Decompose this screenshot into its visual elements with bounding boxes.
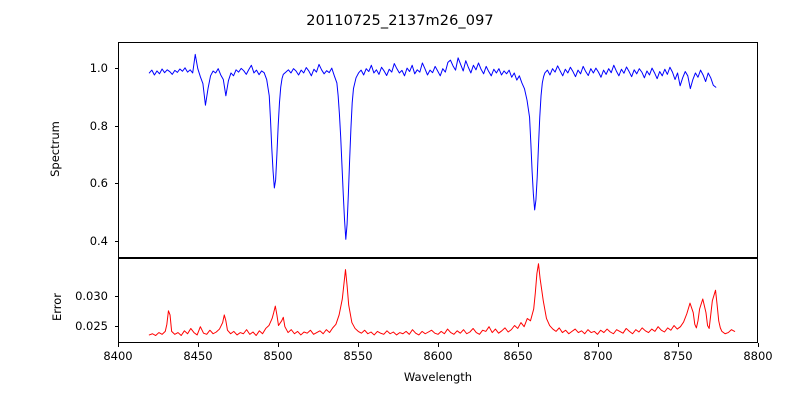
x-tick-label: 8600 bbox=[423, 349, 453, 363]
spectrum-y-tick-label: 1.0 bbox=[89, 60, 108, 75]
error-line bbox=[148, 263, 736, 337]
spectrum-y-axis-label: Spectrum bbox=[48, 121, 62, 177]
error-y-tick-label: 0.030 bbox=[75, 289, 108, 303]
x-tick-mark bbox=[118, 343, 120, 347]
x-tick-mark bbox=[198, 343, 200, 347]
error-y-axis-label: Error bbox=[50, 292, 64, 322]
error-y-tick-mark bbox=[114, 296, 118, 298]
x-tick-mark bbox=[438, 343, 440, 347]
x-tick-label: 8650 bbox=[503, 349, 533, 363]
spectrum-y-tick-label: 0.6 bbox=[89, 176, 108, 191]
error-plot-area bbox=[119, 259, 757, 342]
error-series-svg bbox=[148, 263, 736, 337]
x-tick-mark bbox=[678, 343, 680, 347]
x-tick-label: 8800 bbox=[743, 349, 773, 363]
x-tick-mark bbox=[758, 343, 760, 347]
spectrum-y-tick-mark bbox=[114, 67, 118, 69]
spectrum-y-tick-mark bbox=[114, 183, 118, 185]
spectrum-y-tick-mark bbox=[114, 240, 118, 242]
error-axes bbox=[118, 258, 758, 343]
spectrum-y-tick-label: 0.4 bbox=[89, 233, 108, 248]
x-tick-mark bbox=[598, 343, 600, 347]
spectrum-series-svg bbox=[148, 53, 717, 240]
error-y-tick-mark bbox=[114, 326, 118, 328]
x-tick-label: 8450 bbox=[183, 349, 213, 363]
x-tick-label: 8400 bbox=[103, 349, 133, 363]
spectrum-line bbox=[148, 53, 717, 240]
figure-title: 20110725_2137m26_097 bbox=[306, 13, 494, 29]
x-tick-label: 8500 bbox=[263, 349, 293, 363]
x-tick-mark bbox=[518, 343, 520, 347]
error-y-tick-label: 0.025 bbox=[75, 319, 108, 334]
x-axis-label: Wavelength bbox=[403, 370, 473, 384]
spectrum-plot-area bbox=[119, 43, 757, 257]
x-tick-mark bbox=[278, 343, 280, 347]
spectrum-axes bbox=[118, 42, 758, 258]
spectrum-y-tick-label: 0.8 bbox=[89, 118, 108, 133]
x-tick-label: 8550 bbox=[343, 349, 373, 363]
x-tick-label: 8750 bbox=[663, 349, 693, 363]
x-tick-label: 8700 bbox=[583, 349, 613, 363]
spectrum-y-tick-mark bbox=[114, 125, 118, 127]
x-tick-mark bbox=[358, 343, 360, 347]
